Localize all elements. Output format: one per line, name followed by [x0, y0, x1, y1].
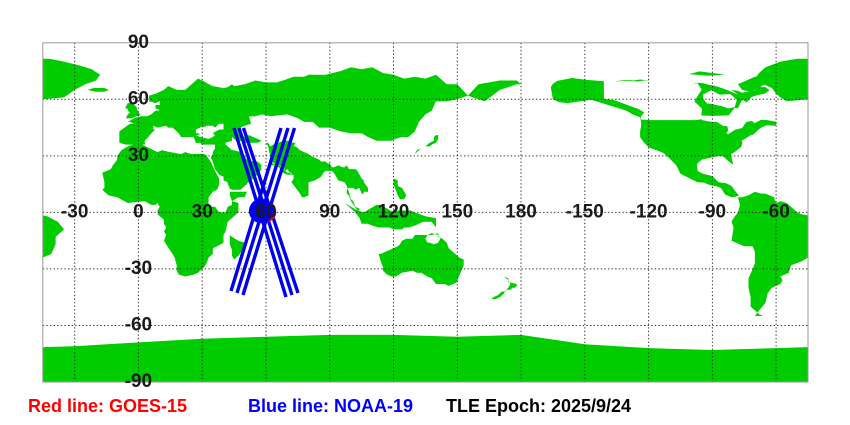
svg-text:60: 60	[255, 201, 276, 222]
svg-text:-120: -120	[630, 201, 668, 222]
svg-text:-90: -90	[699, 201, 726, 222]
svg-text:-150: -150	[566, 201, 604, 222]
svg-text:Red line: GOES-15: Red line: GOES-15	[28, 396, 187, 416]
svg-text:120: 120	[378, 201, 410, 222]
svg-text:0: 0	[133, 201, 144, 222]
svg-text:90: 90	[128, 32, 149, 53]
svg-text:-90: -90	[125, 371, 152, 392]
svg-text:180: 180	[505, 201, 537, 222]
svg-text:60: 60	[128, 88, 149, 109]
svg-text:-30: -30	[61, 201, 88, 222]
svg-text:150: 150	[441, 201, 473, 222]
svg-text:30: 30	[192, 201, 213, 222]
svg-text:-30: -30	[125, 258, 152, 279]
svg-text:-60: -60	[762, 201, 789, 222]
svg-text:90: 90	[319, 201, 340, 222]
svg-text:Blue line: NOAA-19: Blue line: NOAA-19	[248, 396, 413, 416]
svg-text:TLE Epoch: 2025/9/24: TLE Epoch: 2025/9/24	[446, 396, 631, 416]
svg-text:-60: -60	[125, 315, 152, 336]
svg-text:30: 30	[128, 145, 149, 166]
